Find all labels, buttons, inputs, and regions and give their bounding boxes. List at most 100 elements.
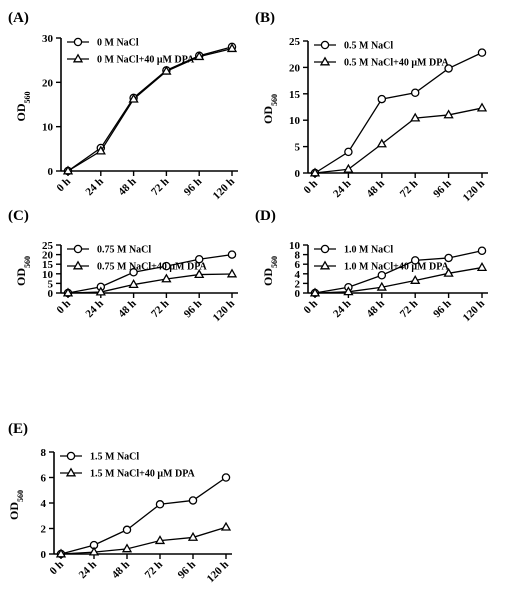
- y-tick-label: 8: [41, 447, 47, 459]
- x-tick-label: 120 h: [205, 559, 231, 585]
- x-tick-label: 48 h: [364, 298, 387, 321]
- y-tick-label: 5: [295, 142, 301, 154]
- x-tick-label: 48 h: [116, 176, 139, 199]
- y-tick-label: 10: [289, 240, 301, 252]
- x-tick-label: 120 h: [211, 176, 237, 202]
- data-point: [95, 145, 106, 155]
- y-tick-label: 0: [41, 549, 47, 561]
- data-point: [377, 270, 387, 280]
- y-tick-label: 15: [289, 89, 301, 101]
- legend-marker: [73, 244, 83, 254]
- legend-label: 1.5 M NaCl+40 μM DPA: [90, 469, 196, 480]
- x-tick-label: 96 h: [431, 178, 454, 201]
- x-tick-label: 72 h: [398, 178, 421, 201]
- series-line-1: [67, 46, 233, 172]
- legend-label: 0.75 M NaCl+40 μM DPA: [97, 262, 208, 273]
- data-point: [410, 88, 420, 97]
- y-tick-label: 8: [295, 250, 301, 262]
- legend-label: 0 M NaCl+40 μM DPA: [97, 55, 195, 66]
- series-line-2: [314, 266, 483, 294]
- legend-marker: [319, 56, 331, 66]
- data-point: [443, 109, 454, 119]
- data-point: [95, 286, 106, 296]
- data-point: [220, 521, 232, 531]
- chart-panel-e: (E) 0 2 4 6 8 0 h 24 h 48 h 72 h 96 h 120 h OD560 1.5…: [7, 421, 232, 585]
- data-point: [188, 496, 198, 505]
- data-point: [343, 286, 354, 296]
- y-tick-label: 15: [42, 259, 54, 271]
- x-tick-label: 72 h: [398, 298, 421, 321]
- series-line-2: [67, 48, 233, 172]
- data-point: [227, 250, 237, 259]
- y-axis-label: OD560: [7, 490, 25, 520]
- data-point: [309, 287, 321, 297]
- x-tick-label: 24 h: [331, 178, 354, 201]
- data-point: [343, 163, 354, 173]
- legend-marker: [65, 467, 77, 477]
- data-point: [128, 93, 139, 103]
- legend-label: 1.0 M NaCl+40 μM DPA: [344, 262, 450, 273]
- x-tick-label: 24 h: [77, 559, 100, 582]
- series-line-1: [67, 253, 233, 294]
- y-tick-label: 10: [42, 269, 54, 281]
- x-tick-label: 120 h: [211, 298, 237, 324]
- data-point: [377, 94, 387, 104]
- x-tick-label: 96 h: [182, 176, 205, 199]
- data-point: [410, 256, 420, 265]
- x-tick-label: 72 h: [143, 559, 166, 582]
- legend-marker: [320, 244, 330, 254]
- data-point: [88, 546, 100, 556]
- panel-label: (B): [255, 10, 275, 26]
- data-point: [161, 273, 172, 283]
- y-axis-label: OD560: [261, 94, 279, 124]
- legend-marker: [72, 260, 84, 270]
- data-point: [376, 138, 387, 148]
- data-point: [162, 261, 171, 271]
- data-point: [344, 147, 353, 157]
- x-tick-label: 48 h: [364, 178, 387, 201]
- y-tick-label: 25: [289, 36, 301, 48]
- data-point: [477, 246, 487, 256]
- panel-label: (C): [8, 208, 29, 224]
- panel-label: (E): [8, 421, 28, 437]
- x-tick-label: 96 h: [176, 559, 199, 582]
- x-tick-label: 120 h: [461, 178, 487, 204]
- x-tick-label: 48 h: [110, 559, 133, 582]
- data-point: [410, 275, 421, 284]
- panel-label: (D): [255, 208, 276, 224]
- x-tick-label: 48 h: [116, 298, 139, 321]
- legend-label: 0.5 M NaCl+40 μM DPA: [344, 58, 450, 69]
- legend-label: 0.75 M NaCl: [97, 245, 151, 256]
- x-tick-label: 0 h: [54, 298, 73, 317]
- y-tick-label: 2: [295, 278, 301, 290]
- x-tick-label: 0 h: [54, 176, 73, 195]
- data-point: [476, 102, 488, 112]
- series-line-2: [67, 273, 233, 294]
- y-tick-label: 0: [295, 168, 301, 180]
- legend-label: 0.5 M NaCl: [344, 41, 393, 52]
- data-point: [121, 543, 133, 553]
- x-tick-label: 96 h: [182, 298, 205, 321]
- y-axis-label: OD560: [261, 256, 279, 286]
- x-tick-label: 24 h: [83, 298, 106, 321]
- data-point: [443, 267, 454, 277]
- series-line-2: [314, 107, 483, 174]
- data-point: [129, 268, 138, 277]
- panel-label: (A): [8, 10, 29, 26]
- data-point: [122, 525, 132, 535]
- x-tick-label: 120 h: [461, 298, 487, 324]
- series-line-2: [60, 526, 227, 555]
- y-tick-label: 5: [48, 278, 54, 290]
- y-tick-label: 10: [42, 122, 54, 134]
- chart-panel-a: (A) 0 10 20 30 0 h 24 h 48 h 72 h 96 h 120 h OD560 0…: [8, 10, 238, 202]
- data-point: [161, 65, 172, 75]
- data-point: [62, 287, 74, 297]
- x-tick-label: 0 h: [47, 559, 66, 578]
- data-point: [155, 500, 165, 509]
- legend-label: 0 M NaCl: [97, 38, 139, 49]
- chart-panel-b: (B) 0 5 10 15 20 25 0 h 24 h 48 h 72 h 96 h 120 h OD5…: [255, 10, 488, 204]
- y-tick-label: 20: [289, 62, 301, 74]
- data-point: [226, 43, 238, 53]
